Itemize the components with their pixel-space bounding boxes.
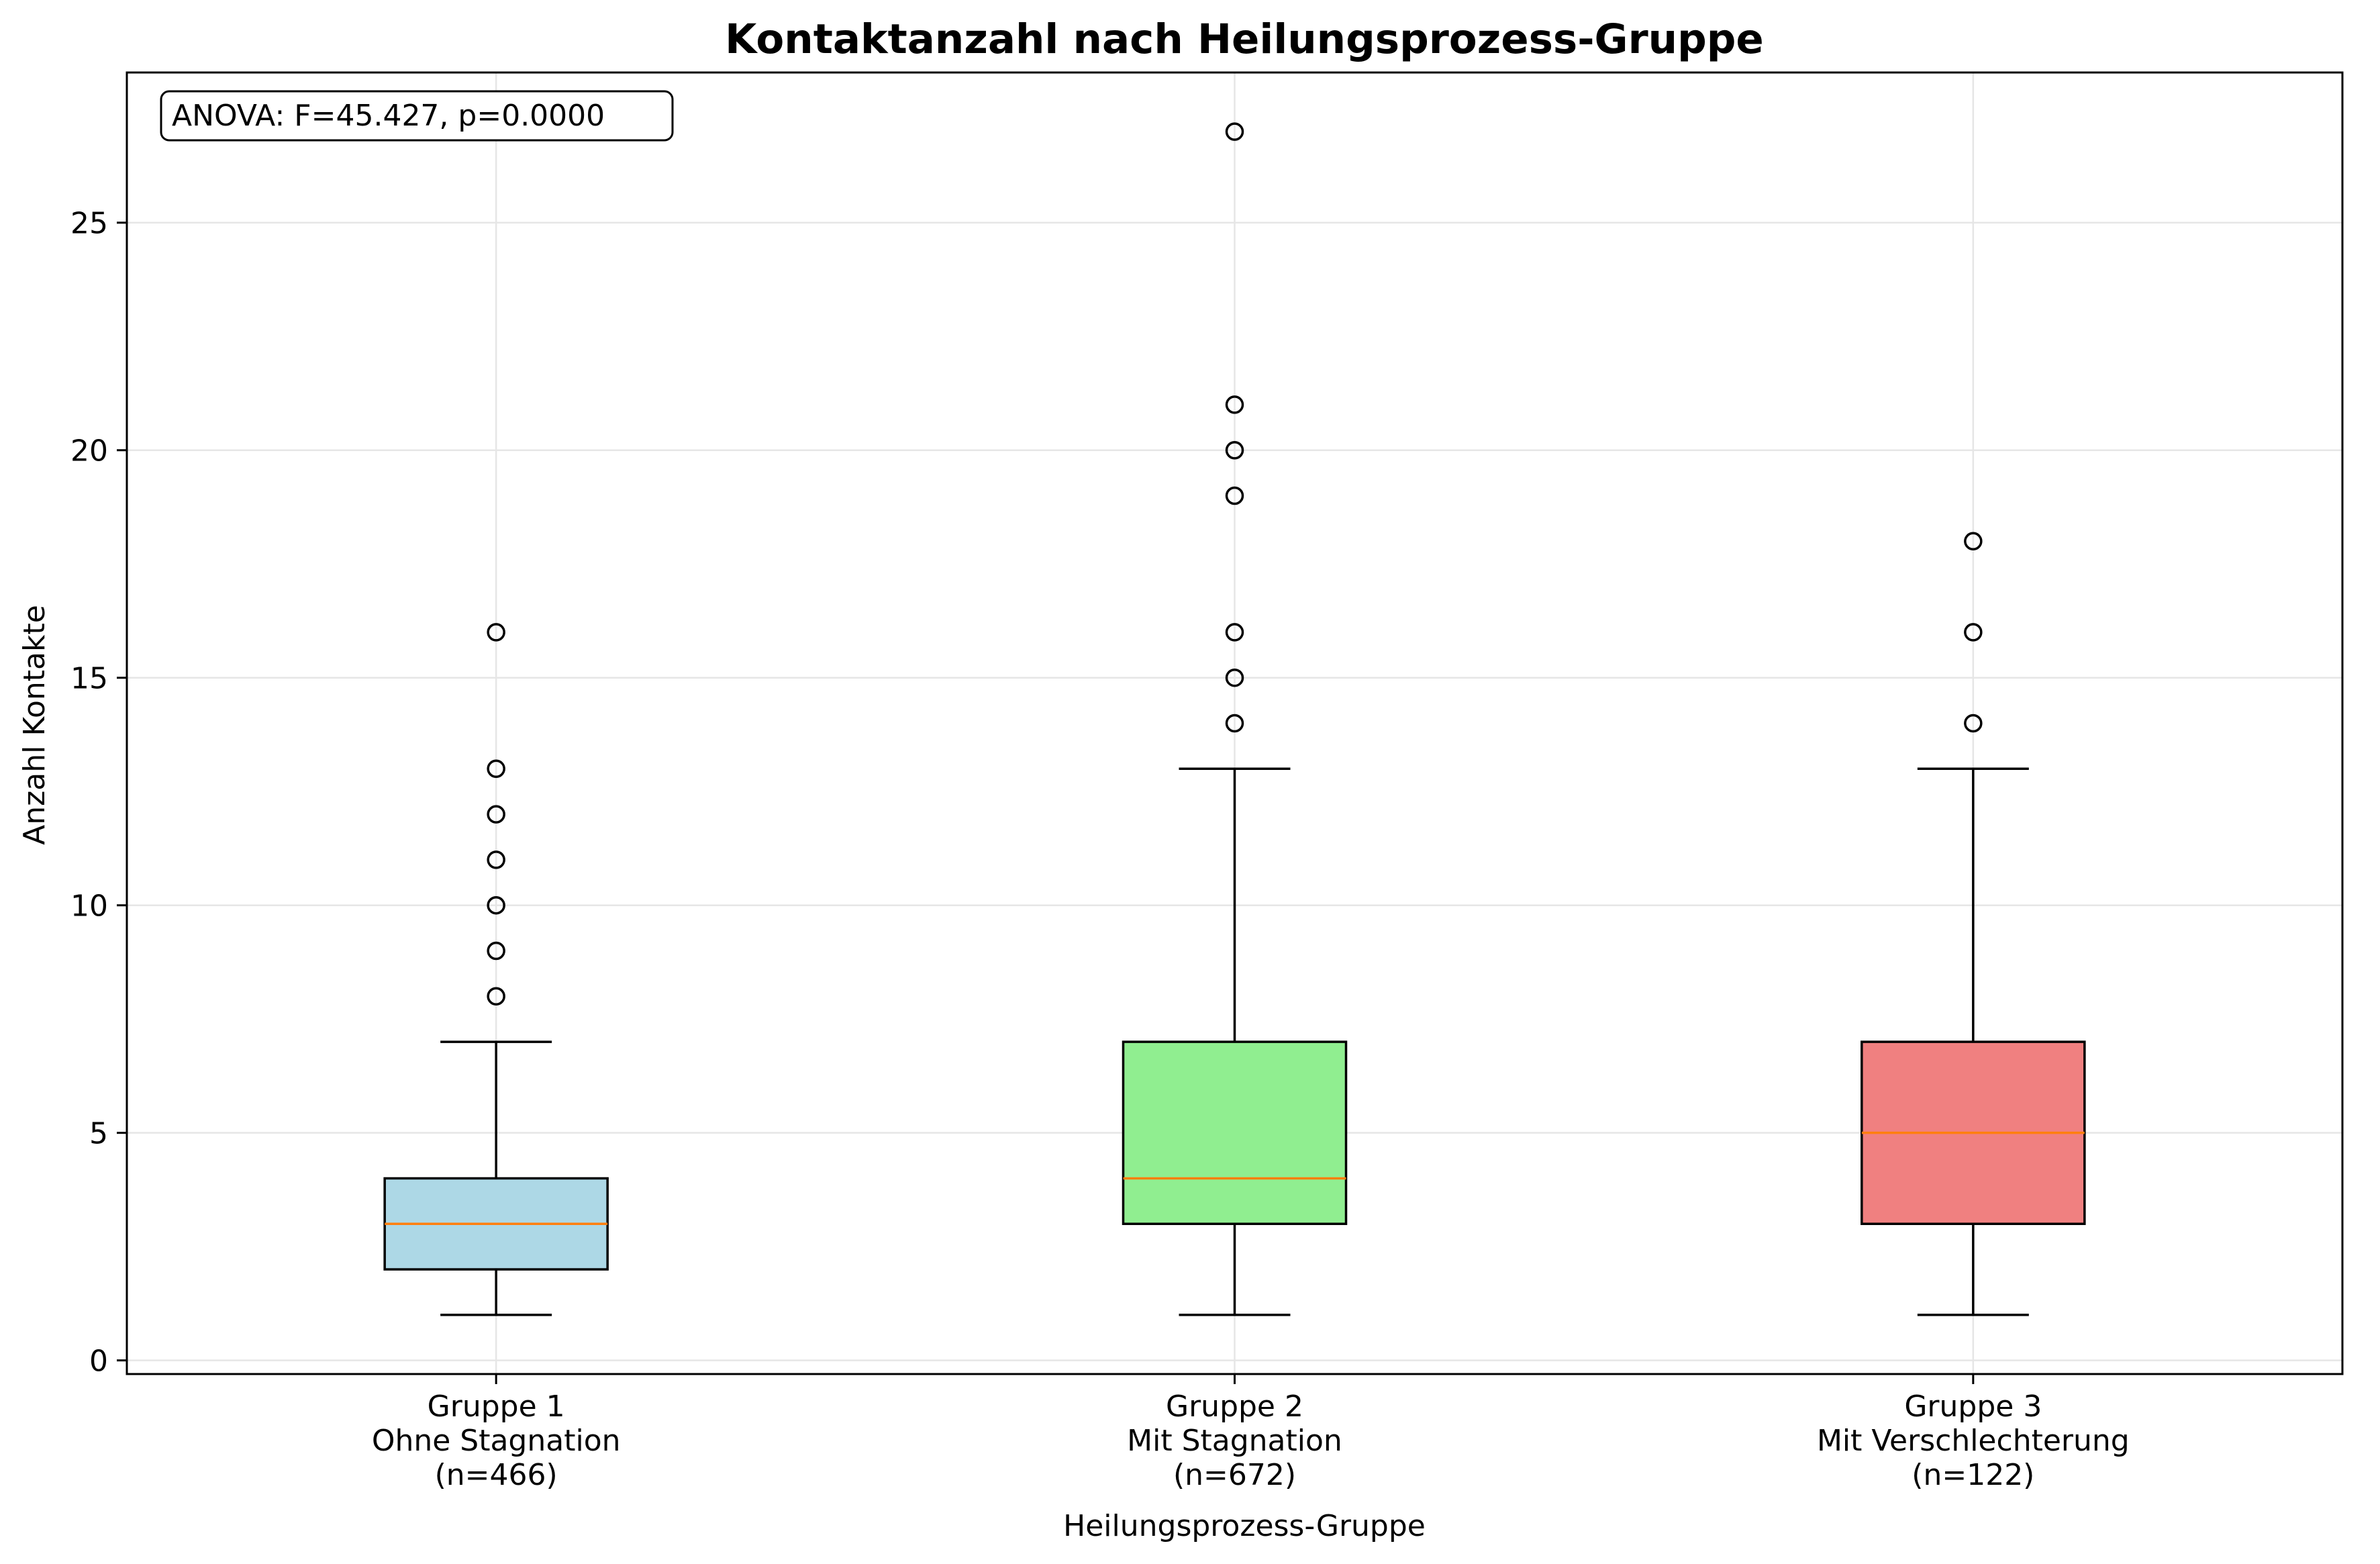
outlier-point: [1225, 714, 1244, 733]
y-tick-label: 0: [89, 1345, 108, 1379]
x-tick-label-line: (n=672): [1173, 1458, 1296, 1492]
anova-annotation-box: [160, 90, 674, 142]
x-tick-label-line: Gruppe 2: [1166, 1389, 1303, 1424]
anova-annotation-text: ANOVA: F=45.427, p=0.0000: [172, 99, 605, 133]
y-tick-label: 25: [70, 207, 108, 241]
iqr-box: [1122, 1040, 1348, 1226]
box-plots: [383, 122, 2086, 1316]
y-tick-label: 5: [89, 1117, 108, 1151]
outlier-point: [487, 805, 505, 824]
chart-title: Kontaktanzahl nach Heilungsprozess-Grupp…: [725, 15, 1764, 63]
x-tick-label-line: Gruppe 3: [1904, 1389, 2042, 1424]
x-tick-label-line: Mit Stagnation: [1127, 1424, 1342, 1458]
y-tick-label: 10: [70, 889, 108, 924]
box-group: [1122, 122, 1348, 1316]
box-group: [1861, 532, 2086, 1316]
y-axis-label: Anzahl Kontakte: [17, 605, 52, 845]
outlier-point: [1225, 623, 1244, 642]
x-tick-label: Gruppe 1 Ohne Stagnation (n=466): [372, 1389, 621, 1492]
outlier-point: [1964, 532, 1983, 551]
outlier-point: [487, 623, 505, 642]
x-tick-label-line: Mit Verschlechterung: [1817, 1424, 2130, 1458]
box-group: [383, 623, 609, 1316]
outlier-point: [1225, 440, 1244, 460]
outlier-point: [487, 941, 505, 961]
x-tick-label-line: (n=122): [1912, 1458, 2034, 1492]
anova-annotation: ANOVA: F=45.427, p=0.0000: [160, 90, 674, 142]
axis-ticks: 0 5 10 15 20 25 Gruppe 1 Ohne Stagnation (n=466)…: [70, 207, 2130, 1492]
outlier-point: [1964, 623, 1983, 642]
outlier-point: [1225, 486, 1244, 505]
outlier-point: [1964, 714, 1983, 733]
x-tick-label: Gruppe 3 Mit Verschlechterung (n=122): [1817, 1389, 2130, 1492]
outlier-point: [1225, 395, 1244, 414]
outlier-point: [1225, 668, 1244, 687]
x-tick-label: Gruppe 2 Mit Stagnation (n=672): [1127, 1389, 1342, 1492]
x-axis-label: Heilungsprozess-Gruppe: [1063, 1509, 1426, 1543]
outlier-point: [487, 987, 505, 1006]
outlier-point: [487, 895, 505, 915]
outlier-point: [487, 850, 505, 869]
x-tick-label-line: Ohne Stagnation: [372, 1424, 621, 1458]
x-tick-label-line: (n=466): [435, 1458, 558, 1492]
x-tick-label-line: Gruppe 1: [428, 1389, 565, 1424]
outlier-point: [1225, 122, 1244, 141]
outlier-point: [487, 759, 505, 779]
y-tick-label: 15: [70, 662, 108, 696]
y-tick-label: 20: [70, 434, 108, 469]
